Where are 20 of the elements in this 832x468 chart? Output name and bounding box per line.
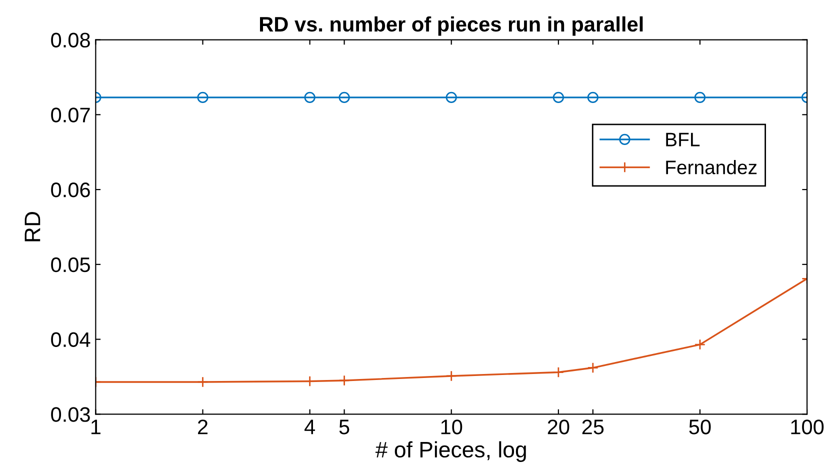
x-tick-label: 25: [582, 420, 604, 434]
x-tick-label: 1: [91, 420, 100, 434]
x-tick-label: 4: [304, 420, 316, 434]
y-tick-label: 0.07: [51, 108, 90, 122]
legend-label: BFL: [666, 132, 700, 146]
y-tick-label: 0.08: [51, 32, 90, 48]
x-tick-label: 10: [441, 420, 462, 434]
y-tick-label: 0.03: [51, 407, 90, 422]
x-tick-label: 50: [689, 420, 711, 434]
legend-label: Fernandez: [666, 160, 757, 174]
x-tick-label: 2: [198, 420, 208, 434]
x-tick-label: 20: [548, 420, 570, 434]
chart-title: RD vs. number of pieces run in parallel: [260, 16, 643, 36]
x-tick-label: 5: [339, 420, 350, 434]
x-tick-label: 100: [791, 420, 824, 434]
y-tick-label: 0.06: [51, 182, 90, 198]
y-tick-label: 0.05: [51, 257, 90, 272]
y-axis-title: RD: [24, 212, 40, 242]
y-tick-label: 0.04: [51, 332, 90, 348]
x-axis-title: # of Pieces, log: [375, 441, 526, 462]
